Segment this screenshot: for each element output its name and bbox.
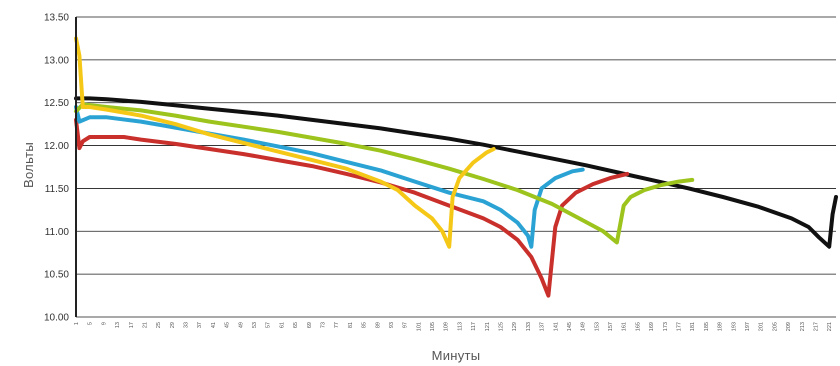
series-line-1 <box>74 96 838 249</box>
x-tick-label: 49 <box>238 322 244 328</box>
y-tick-label: 12.00 <box>44 141 69 152</box>
x-tick-label: 57 <box>266 322 272 328</box>
x-tick-label: 97 <box>403 322 409 328</box>
x-tick-label: 77 <box>334 322 340 328</box>
gridlines <box>76 16 836 318</box>
x-tick-label: 145 <box>567 322 573 331</box>
x-tick-label: 121 <box>485 322 491 331</box>
x-tick-label: 161 <box>622 322 628 331</box>
x-tick-label: 109 <box>444 322 450 331</box>
x-tick-label: 165 <box>635 322 641 331</box>
series-line-5 <box>74 36 496 249</box>
x-tick-label: 93 <box>389 322 395 328</box>
x-tick-label: 25 <box>156 322 162 328</box>
x-tick-label: 81 <box>348 322 354 328</box>
x-tick-label: 149 <box>581 322 587 331</box>
y-tick-label: 13.50 <box>44 13 69 24</box>
x-tick-label: 33 <box>184 322 190 328</box>
x-tick-label: 169 <box>649 322 655 331</box>
x-tick-label: 29 <box>170 322 176 328</box>
x-tick-label: 141 <box>553 322 559 331</box>
series-line-4 <box>74 102 695 245</box>
x-tick-label: 177 <box>677 322 683 331</box>
x-tick-label: 1 <box>74 322 80 325</box>
x-tick-label: 73 <box>320 322 326 328</box>
x-tick-label: 89 <box>375 322 381 328</box>
x-tick-label: 221 <box>827 322 833 331</box>
x-axis-title: Минуты <box>432 348 481 363</box>
x-tick-label: 69 <box>307 322 313 328</box>
x-tick-label: 201 <box>759 322 765 331</box>
y-tick-label: 10.50 <box>44 270 69 281</box>
x-tick-label: 9 <box>101 322 107 325</box>
x-tick-label: 105 <box>430 322 436 331</box>
y-tick-label: 12.50 <box>44 98 69 109</box>
x-tick-label: 85 <box>362 322 368 328</box>
y-tick-label: 11.50 <box>45 184 70 195</box>
x-tick-label: 129 <box>512 322 518 331</box>
y-tick-label: 10.00 <box>44 313 69 324</box>
x-tick-label: 189 <box>718 322 724 331</box>
x-tick-label: 21 <box>142 322 148 328</box>
x-tick-label: 213 <box>800 322 806 331</box>
x-tick-label: 209 <box>786 322 792 331</box>
x-tick-label: 205 <box>772 322 778 331</box>
x-tick-label: 193 <box>731 322 737 331</box>
x-tick-label: 157 <box>608 322 614 331</box>
x-tick-label: 133 <box>526 322 532 331</box>
series-lines <box>74 36 838 298</box>
x-tick-label: 197 <box>745 322 751 331</box>
y-tick-label: 11.00 <box>45 227 70 238</box>
y-tick-labels: 10.00 10.50 11.00 11.50 12.00 12.50 13.00 13.50 <box>44 13 69 324</box>
x-tick-label: 65 <box>293 322 299 328</box>
x-tick-label: 181 <box>690 322 696 331</box>
y-axis-title: Вольты <box>21 142 36 188</box>
x-tick-label: 45 <box>225 322 231 328</box>
x-tick-label: 117 <box>471 322 477 331</box>
x-tick-label: 137 <box>540 322 546 331</box>
x-tick-label: 17 <box>129 322 135 328</box>
x-tick-label: 41 <box>211 322 217 328</box>
x-tick-label: 53 <box>252 322 258 328</box>
x-tick-label: 173 <box>663 322 669 331</box>
x-tick-label: 217 <box>813 322 819 331</box>
y-tick-label: 13.00 <box>44 55 69 66</box>
x-tick-label: 5 <box>88 322 94 325</box>
series-line-3 <box>74 105 585 249</box>
series-line-2 <box>74 117 630 298</box>
x-tick-label: 61 <box>279 322 285 328</box>
x-tick-label: 37 <box>197 322 203 328</box>
x-tick-label: 185 <box>704 322 710 331</box>
x-tick-label: 101 <box>416 322 422 331</box>
x-tick-labels: 1 5 9 13 17 21 25 29 33 37 41 45 49 53 57 61 65 69 73 77 81 8… <box>74 322 833 331</box>
x-tick-label: 125 <box>499 322 505 331</box>
x-tick-label: 153 <box>594 322 600 331</box>
x-tick-label: 13 <box>115 322 121 328</box>
x-tick-label: 113 <box>457 322 463 331</box>
